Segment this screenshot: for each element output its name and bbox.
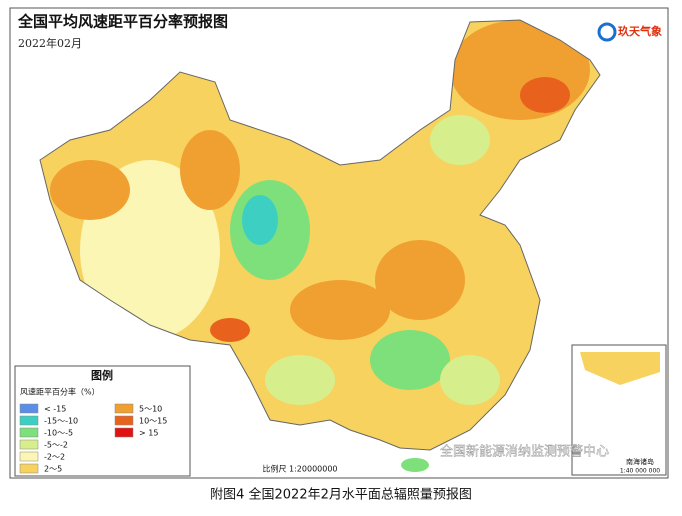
border xyxy=(39,19,601,451)
legend-swatch xyxy=(114,427,134,438)
legend-swatch xyxy=(114,415,134,426)
caption: 附图4 全国2022年2月水平面总辐照量预报图 xyxy=(210,487,472,503)
logo: 玖天气象 xyxy=(618,24,662,38)
title: 全国平均风速距平百分率预报图 xyxy=(17,13,228,31)
legend-title: 图例 xyxy=(91,368,113,382)
legend-swatch xyxy=(19,403,39,414)
inset-scale: 1:40 000 000 xyxy=(620,468,660,475)
logo-icon xyxy=(597,22,617,42)
legend-label: 5～10 xyxy=(139,405,162,414)
legend-swatch xyxy=(19,451,39,462)
legend-swatch xyxy=(19,439,39,450)
watermark: 全国新能源消纳监测预警中心 xyxy=(440,444,609,460)
inset-title: 南海诸岛 xyxy=(626,457,654,466)
legend-label: > 15 xyxy=(139,429,158,438)
legend-label: < -15 xyxy=(44,405,66,414)
legend-swatch xyxy=(114,403,134,414)
legend-subtitle: 风速距平百分率（%） xyxy=(20,387,100,397)
subtitle: 2022年02月 xyxy=(18,36,82,50)
legend-swatch xyxy=(19,427,39,438)
scale: 比例尺 1:20000000 xyxy=(262,464,337,474)
legend-swatch xyxy=(19,415,39,426)
legend-label: -2～2 xyxy=(44,453,65,462)
hainan xyxy=(401,458,429,472)
legend-label: -15～-10 xyxy=(44,417,78,426)
legend-swatch xyxy=(19,463,39,474)
legend-box xyxy=(14,365,191,477)
legend-label: 2～5 xyxy=(44,465,62,474)
legend-label: 10～15 xyxy=(139,417,167,426)
inset-land xyxy=(580,352,660,385)
legend-label: -5～-2 xyxy=(44,441,68,450)
legend-label: -10～-5 xyxy=(44,429,73,438)
